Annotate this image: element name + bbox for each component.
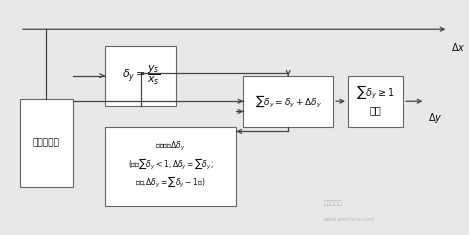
Bar [105, 127, 236, 206]
Text: $\sum\delta_y=\delta_y+\Delta\delta_y$: $\sum\delta_y=\delta_y+\Delta\delta_y$ [255, 93, 322, 109]
Text: $\sum\delta_y\geq1$: $\sum\delta_y\geq1$ [356, 83, 395, 101]
Bar [20, 99, 73, 187]
Text: $\Delta x$: $\Delta x$ [451, 41, 465, 53]
Text: 余数部分$\Delta\delta_y$: 余数部分$\Delta\delta_y$ [155, 140, 186, 153]
Bar [243, 76, 333, 127]
Text: 溢出: 溢出 [370, 106, 381, 116]
Text: www.elecfans.com: www.elecfans.com [324, 217, 376, 222]
Text: 电子发烧友: 电子发烧友 [324, 200, 343, 206]
Text: (如果$\sum\delta_y<1,\Delta\delta_y=\sum\delta_y$;: (如果$\sum\delta_y<1,\Delta\delta_y=\sum\d… [128, 157, 213, 172]
Text: $\Delta y$: $\Delta y$ [428, 110, 442, 125]
Text: $\delta_y = \dfrac{y_s}{x_s}$: $\delta_y = \dfrac{y_s}{x_s}$ [121, 64, 160, 87]
Text: 否则,$\Delta\delta_y=\sum\delta_y-1$。): 否则,$\Delta\delta_y=\sum\delta_y-1$。) [136, 174, 206, 189]
Text: 脉冲发生器: 脉冲发生器 [33, 139, 60, 148]
Bar [105, 46, 176, 106]
Bar [348, 76, 403, 127]
